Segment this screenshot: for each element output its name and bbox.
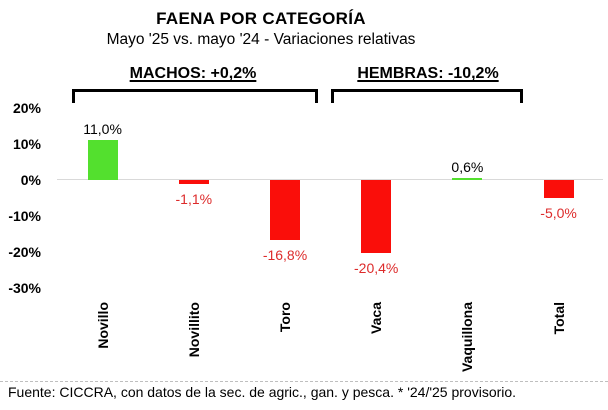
bar-value-label-vaca: -20,4% [354,260,399,277]
zero-gridline [57,179,603,180]
group-label-machos: MACHOS: +0,2% [129,65,257,82]
group-label-hembras: HEMBRAS: -10,2% [357,65,499,82]
y-axis-tick--30-: -30% [8,280,41,296]
bar-value-label-total: -5,0% [540,205,577,221]
bar-novillito [178,180,209,184]
y-axis-tick--20-: -20% [8,244,41,260]
category-label-novillo: Novillo [94,302,111,349]
category-label-novillito: Novillito [185,302,202,358]
bar-toro [270,180,300,241]
chart-bottom-border [0,381,608,382]
category-label-total: Total [550,302,567,335]
bar-vaquillona [452,177,483,180]
category-label-vaca: Vaca [368,302,385,334]
bar-value-label-toro: -16,8% [262,247,308,264]
bar-total [543,180,574,198]
bar-value-label-novillo: 11,0% [83,121,122,138]
chart-subtitle: Mayo '25 vs. mayo '24 - Variaciones rela… [106,31,416,48]
machos-group-bracket [72,89,318,103]
source-note: Fuente: CICCRA, con datos de la sec. de … [8,384,517,400]
y-axis-tick--10-: -10% [8,208,41,224]
y-axis-tick-0-: 0% [20,172,41,188]
y-axis-tick-20-: 20% [12,100,41,116]
bar-novillo [87,140,118,180]
category-label-vaquillona: Vaquillona [459,302,476,373]
hembras-group-bracket [331,89,523,103]
chart-title: FAENA POR CATEGORÍA [156,9,366,28]
bar-value-label-vaquillona: 0,6% [451,158,484,175]
bar-value-label-novillito: -1,1% [175,190,213,207]
bar-vaca [361,180,392,254]
y-axis-tick-10-: 10% [12,136,41,152]
category-label-toro: Toro [277,302,293,333]
